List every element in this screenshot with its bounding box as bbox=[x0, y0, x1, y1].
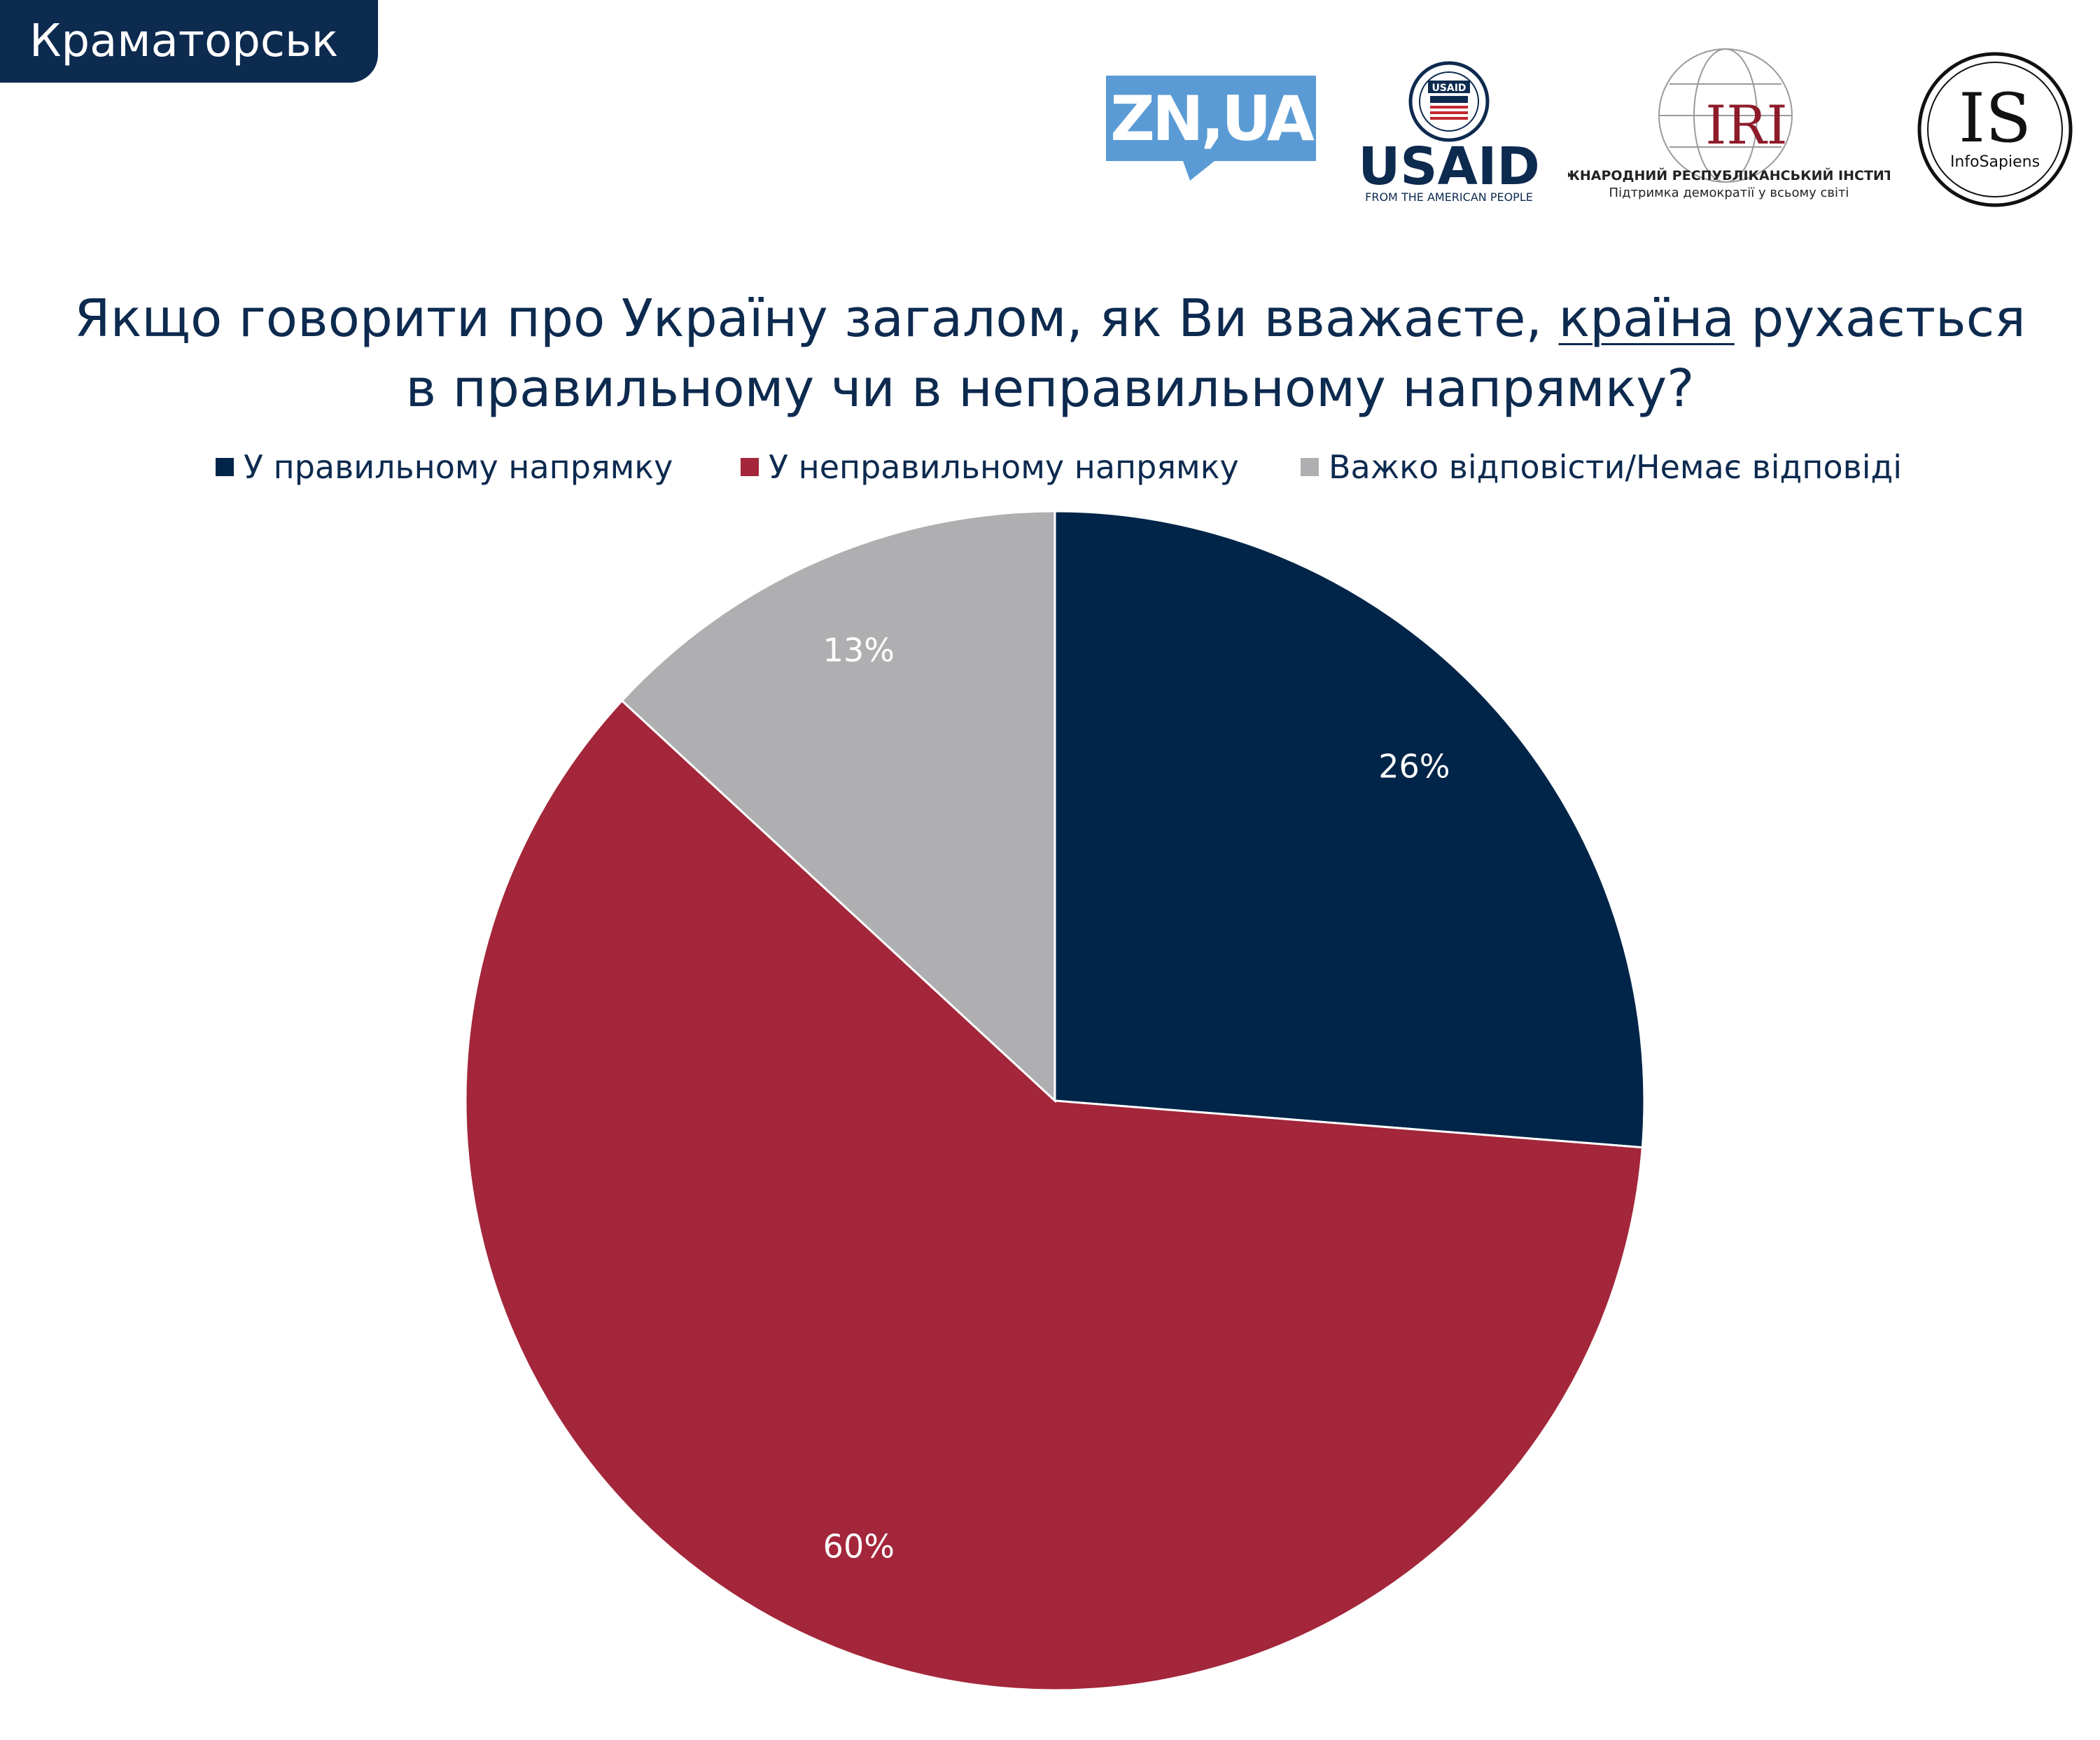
iri-logo: IRI МІЖНАРОДНИЙ РЕСПУБЛІКАНСЬКИЙ ІНСТИТУ… bbox=[1546, 46, 1912, 207]
title-underlined-word: країна bbox=[1558, 288, 1735, 349]
usaid-seal-text: USAID bbox=[1432, 83, 1466, 94]
usaid-name: USAID bbox=[1358, 137, 1540, 197]
slice-data-label: 13% bbox=[823, 631, 895, 669]
iri-line2: Підтримка демократії у всьому світі bbox=[1609, 186, 1849, 200]
zn-ua-logo: ZN,UA bbox=[1106, 76, 1317, 181]
legend-swatch bbox=[741, 458, 759, 476]
usaid-tagline: FROM THE AMERICAN PEOPLE bbox=[1365, 190, 1533, 204]
iri-name: IRI bbox=[1705, 94, 1787, 156]
chart-title: Якщо говорити про Україну загалом, як Ви… bbox=[42, 284, 2058, 424]
iri-line1: МІЖНАРОДНИЙ РЕСПУБЛІКАНСЬКИЙ ІНСТИТУТ bbox=[1568, 167, 1890, 183]
chart-legend: У правильному напрямку У неправильному н… bbox=[0, 443, 2100, 492]
slice-wrong-direction bbox=[464, 699, 1644, 1692]
zn-ua-text: ZN,UA bbox=[1110, 83, 1315, 155]
title-part-1: Якщо говорити про Україну загалом, як Ви… bbox=[74, 288, 1559, 349]
is-name: InfoSapiens bbox=[1950, 153, 2040, 171]
is-letters: IS bbox=[1959, 79, 2031, 158]
legend-swatch bbox=[216, 458, 234, 476]
slice-hard-to-say bbox=[620, 510, 1056, 1104]
legend-label: У правильному напрямку bbox=[244, 448, 673, 486]
title-part-2: рухається bbox=[1734, 288, 2026, 349]
city-tab: Краматорськ bbox=[0, 0, 378, 83]
legend-item-wrong-direction: У неправильному напрямку bbox=[741, 443, 1239, 492]
infosapiens-logo: IS InfoSapiens bbox=[1914, 49, 2076, 210]
title-line-1: Якщо говорити про Україну загалом, як Ви… bbox=[42, 284, 2058, 354]
legend-label: У неправильному напрямку bbox=[769, 448, 1239, 486]
legend-item-right-direction: У правильному напрямку bbox=[216, 443, 673, 492]
slice-data-label: 26% bbox=[1378, 747, 1450, 785]
legend-item-hard-to-say: Важко відповісти/Немає відповіді bbox=[1301, 443, 1902, 492]
usaid-logo: USAID USAID FROM THE AMERICAN PEOPLE bbox=[1354, 60, 1544, 207]
legend-swatch bbox=[1301, 458, 1319, 476]
slice-right-direction bbox=[1054, 510, 1646, 1149]
slice-data-label: 60% bbox=[823, 1528, 895, 1566]
city-label: Краматорськ bbox=[29, 15, 339, 67]
title-line-2: в правильному чи в неправильному напрямк… bbox=[405, 359, 1695, 419]
legend-label: Важко відповісти/Немає відповіді bbox=[1329, 448, 1903, 486]
